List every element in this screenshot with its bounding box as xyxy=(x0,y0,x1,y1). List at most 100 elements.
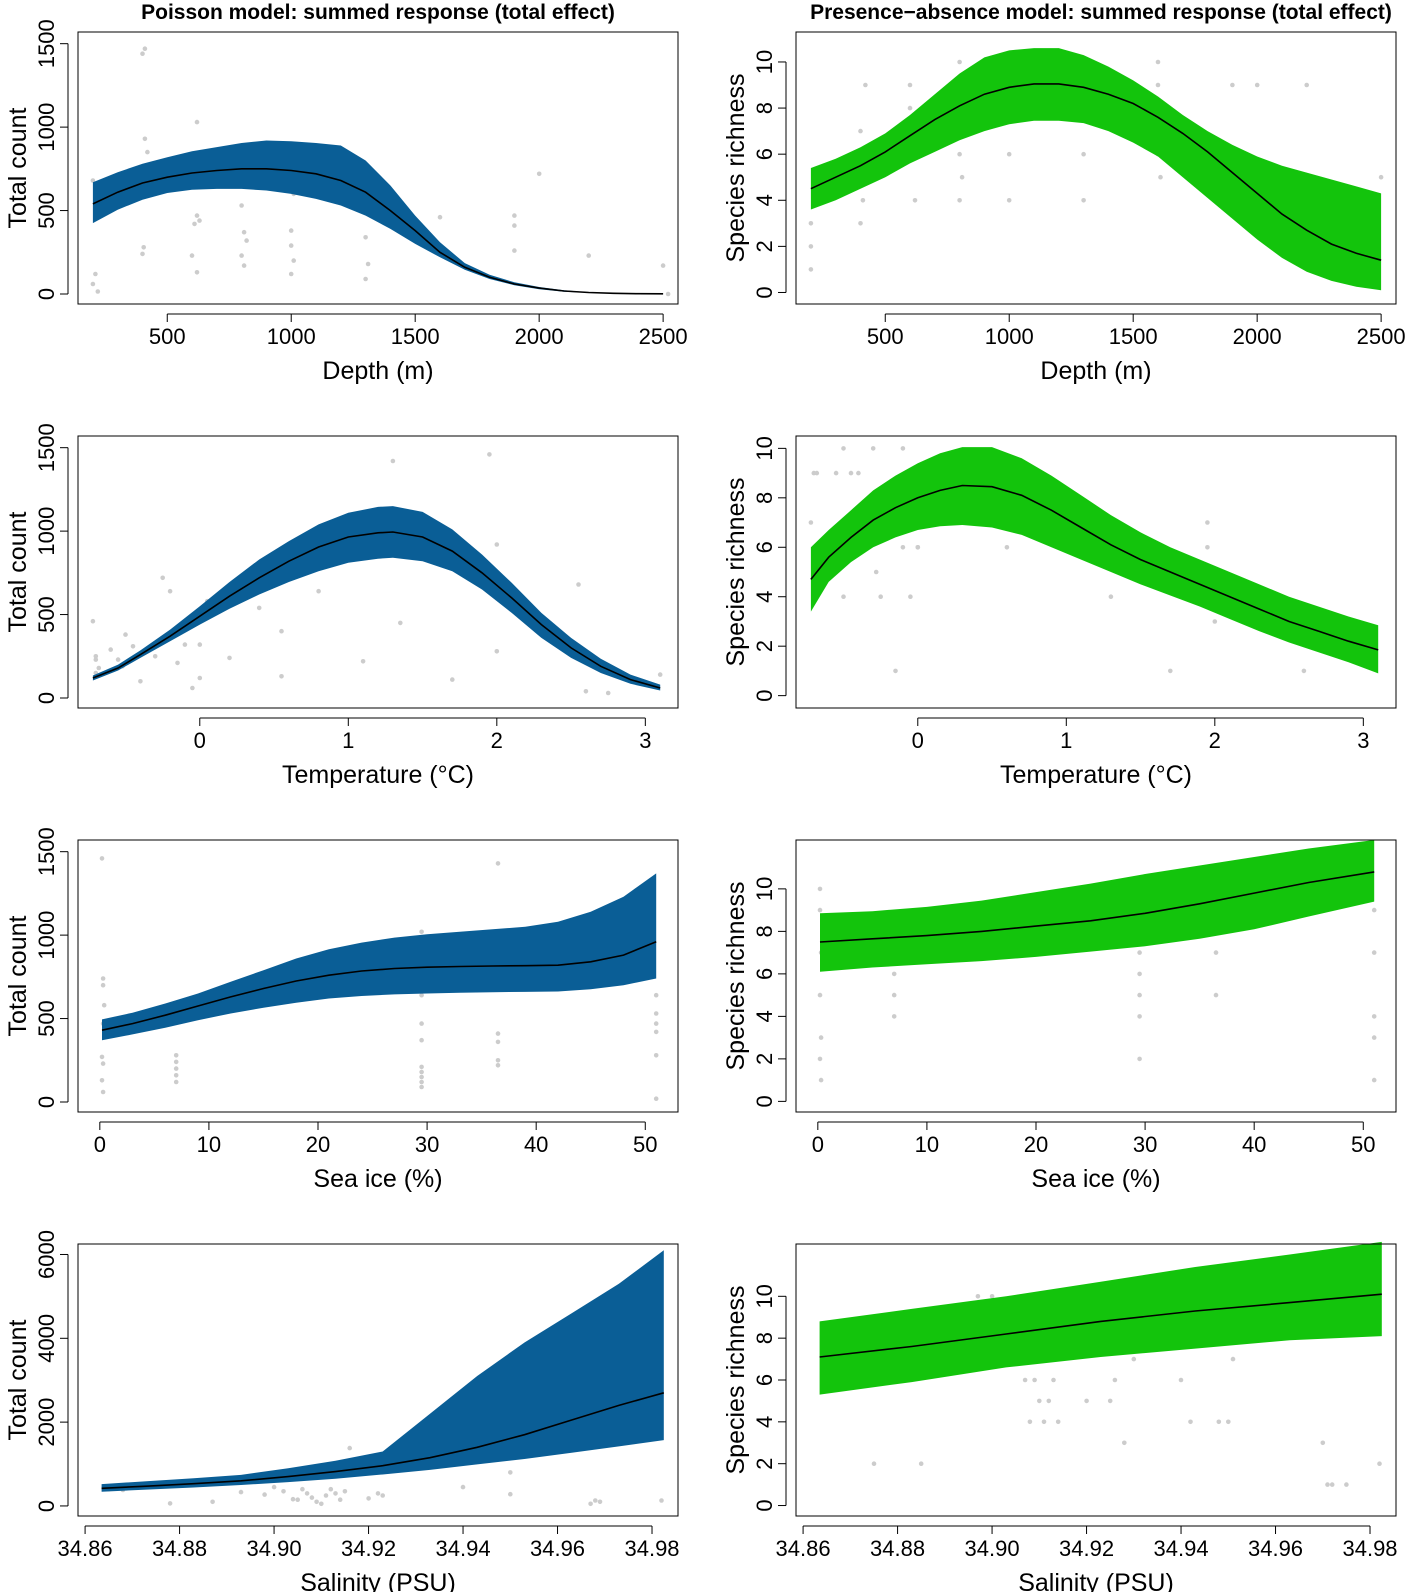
data-point xyxy=(660,263,666,268)
data-point xyxy=(347,1445,353,1451)
data-point xyxy=(856,470,861,476)
data-point xyxy=(419,1037,424,1043)
poisson-depth-points xyxy=(90,46,671,297)
data-point xyxy=(300,1486,305,1492)
data-point xyxy=(189,253,195,258)
data-point xyxy=(363,276,368,282)
data-point xyxy=(860,198,866,203)
data-point xyxy=(1131,1356,1137,1362)
y-tick-label: 10 xyxy=(752,877,777,901)
data-point xyxy=(101,1002,107,1008)
y-tick-label: 8 xyxy=(752,1332,777,1344)
poisson-seaice-y-axis-label: Total count xyxy=(4,915,32,1036)
data-point xyxy=(1122,1440,1127,1446)
data-point xyxy=(817,992,823,998)
data-point xyxy=(309,1495,315,1500)
poisson-depth-plot-frame xyxy=(77,31,679,305)
data-point xyxy=(878,594,883,599)
data-point xyxy=(495,1058,501,1063)
x-tick-label: 1000 xyxy=(267,324,316,349)
data-point xyxy=(1205,520,1210,525)
data-point xyxy=(142,136,148,142)
x-tick-label: 0 xyxy=(912,728,924,753)
presence-depth-y-axis-label: Species richness xyxy=(722,74,750,263)
data-point xyxy=(863,82,868,88)
data-point xyxy=(99,1054,105,1060)
data-point xyxy=(653,1029,659,1035)
data-point xyxy=(1006,151,1012,157)
data-point xyxy=(1006,198,1012,203)
data-point xyxy=(1230,82,1235,88)
presence-salinity-panel: 34.86 34.88 34.90 34.92 34.94 34.96 34.98 Salin… xyxy=(722,1241,1398,1592)
data-point xyxy=(653,1096,659,1101)
data-point xyxy=(342,1489,348,1494)
data-point xyxy=(138,679,143,684)
data-point xyxy=(93,654,99,659)
left-column-title: Poisson model: summed response (total ef… xyxy=(141,1,615,24)
poisson-salinity-panel: 34.86 34.88 34.90 34.92 34.94 34.96 34.98 Salin… xyxy=(4,1230,680,1592)
data-point xyxy=(141,245,146,250)
data-point xyxy=(657,672,663,677)
data-point xyxy=(1158,174,1163,180)
data-point xyxy=(262,1492,267,1497)
poisson-temperature-confidence-band xyxy=(92,506,661,691)
x-tick-label: 34.90 xyxy=(247,1536,302,1561)
data-point xyxy=(279,628,284,634)
poisson-salinity-fit-line xyxy=(101,1392,665,1490)
data-point xyxy=(328,1486,334,1492)
data-point xyxy=(1041,1419,1047,1425)
x-tick-label: 10 xyxy=(915,1132,939,1157)
data-point xyxy=(1320,1440,1326,1446)
x-tick-label: 2 xyxy=(1209,728,1221,753)
poisson-salinity-points xyxy=(106,1445,664,1507)
presence-temperature-fit-line xyxy=(810,484,1379,651)
data-point xyxy=(304,1491,310,1496)
y-tick-label: 10 xyxy=(752,50,777,74)
data-point xyxy=(99,1078,105,1083)
y-tick-label: 10 xyxy=(752,1284,777,1308)
x-tick-label: 0 xyxy=(94,1132,106,1157)
poisson-temperature-points xyxy=(90,452,663,696)
presence-salinity-x-axis-label: Salinity (PSU) xyxy=(1018,1569,1174,1592)
data-point xyxy=(167,1501,173,1506)
data-point xyxy=(1344,1482,1349,1487)
data-point xyxy=(495,1039,501,1045)
data-point xyxy=(182,642,188,647)
presence-seaice-y-axis-label: Species richness xyxy=(722,882,750,1071)
poisson-salinity-x-axis-label: Salinity (PSU) xyxy=(300,1569,456,1592)
data-point xyxy=(1213,992,1219,998)
data-point xyxy=(659,1498,664,1503)
data-point xyxy=(957,198,962,203)
data-point xyxy=(512,248,517,253)
y-tick-label: 6 xyxy=(752,148,777,160)
y-tick-label: 4000 xyxy=(34,1314,59,1363)
y-tick-label: 500 xyxy=(34,192,59,229)
data-point xyxy=(1108,594,1114,599)
y-tick-label: 4 xyxy=(752,1010,777,1022)
y-tick-label: 0 xyxy=(752,1095,777,1107)
data-point xyxy=(495,1031,501,1036)
poisson-salinity-confidence-band xyxy=(101,1250,664,1492)
x-tick-label: 30 xyxy=(415,1132,439,1157)
presence-temperature-y-axis-label: Species richness xyxy=(722,478,750,667)
data-point xyxy=(167,588,173,594)
y-tick-label: 0 xyxy=(752,286,777,298)
data-point xyxy=(1137,971,1142,977)
data-point xyxy=(1046,1398,1052,1404)
y-tick-label: 0 xyxy=(752,1499,777,1511)
data-point xyxy=(90,618,96,624)
data-point xyxy=(380,1493,386,1498)
y-tick-label: 0 xyxy=(34,1500,59,1512)
data-point xyxy=(108,647,113,652)
data-point xyxy=(808,520,814,525)
presence-salinity-y-axis-label: Species richness xyxy=(722,1286,750,1475)
x-tick-label: 500 xyxy=(867,324,904,349)
poisson-depth-y-axis-label: Total count xyxy=(4,107,32,228)
y-tick-label: 0 xyxy=(34,692,59,704)
data-point xyxy=(390,458,396,464)
x-tick-label: 40 xyxy=(524,1132,548,1157)
x-tick-label: 2500 xyxy=(639,324,688,349)
data-point xyxy=(192,221,197,227)
data-point xyxy=(1107,1398,1113,1404)
x-tick-label: 34.88 xyxy=(152,1536,207,1561)
